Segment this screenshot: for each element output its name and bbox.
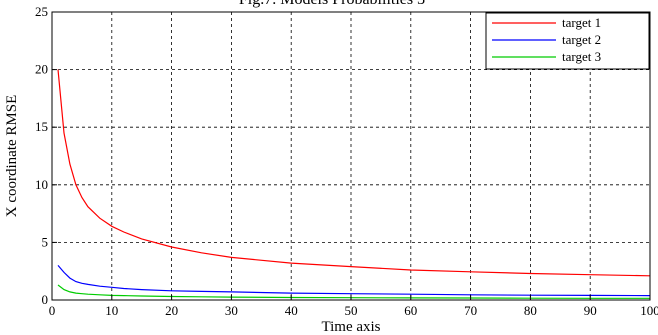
chart-title: Fig.7. Models Probabilities 3 — [239, 0, 425, 8]
x-tick-label: 70 — [464, 303, 477, 318]
x-tick-label: 100 — [640, 303, 658, 318]
legend-label: target 2 — [562, 32, 601, 47]
y-tick-label: 5 — [42, 234, 49, 249]
series-line-2 — [57, 265, 651, 297]
x-tick-label: 0 — [49, 303, 56, 318]
x-axis-label: Time axis — [321, 319, 380, 335]
series-group — [57, 69, 651, 299]
legend: target 1 target 2 target 3 — [485, 12, 650, 70]
y-axis-label: X coordinate RMSE — [4, 95, 20, 217]
x-tick-label: 20 — [165, 303, 178, 318]
legend-label: target 3 — [562, 49, 601, 64]
y-ticks: 0 5 10 15 20 25 — [35, 4, 57, 307]
y-tick-label: 25 — [35, 4, 48, 19]
y-tick-label: 20 — [35, 62, 48, 77]
legend-label: target 1 — [562, 15, 601, 30]
x-tick-label: 40 — [285, 303, 298, 318]
grid — [52, 12, 650, 300]
series-line-1 — [57, 69, 651, 277]
y-tick-label: 0 — [42, 292, 49, 307]
y-tick-label: 10 — [35, 177, 48, 192]
series-line-3 — [57, 284, 650, 299]
legend-box — [485, 12, 650, 70]
x-ticks: 0 10 20 30 40 50 60 70 80 90 100 — [49, 295, 658, 318]
x-tick-label: 50 — [345, 303, 358, 318]
x-tick-label: 10 — [105, 303, 118, 318]
y-tick-label: 15 — [35, 119, 48, 134]
x-tick-label: 30 — [225, 303, 238, 318]
x-tick-label: 80 — [524, 303, 537, 318]
x-tick-label: 60 — [404, 303, 417, 318]
x-tick-label: 90 — [584, 303, 597, 318]
